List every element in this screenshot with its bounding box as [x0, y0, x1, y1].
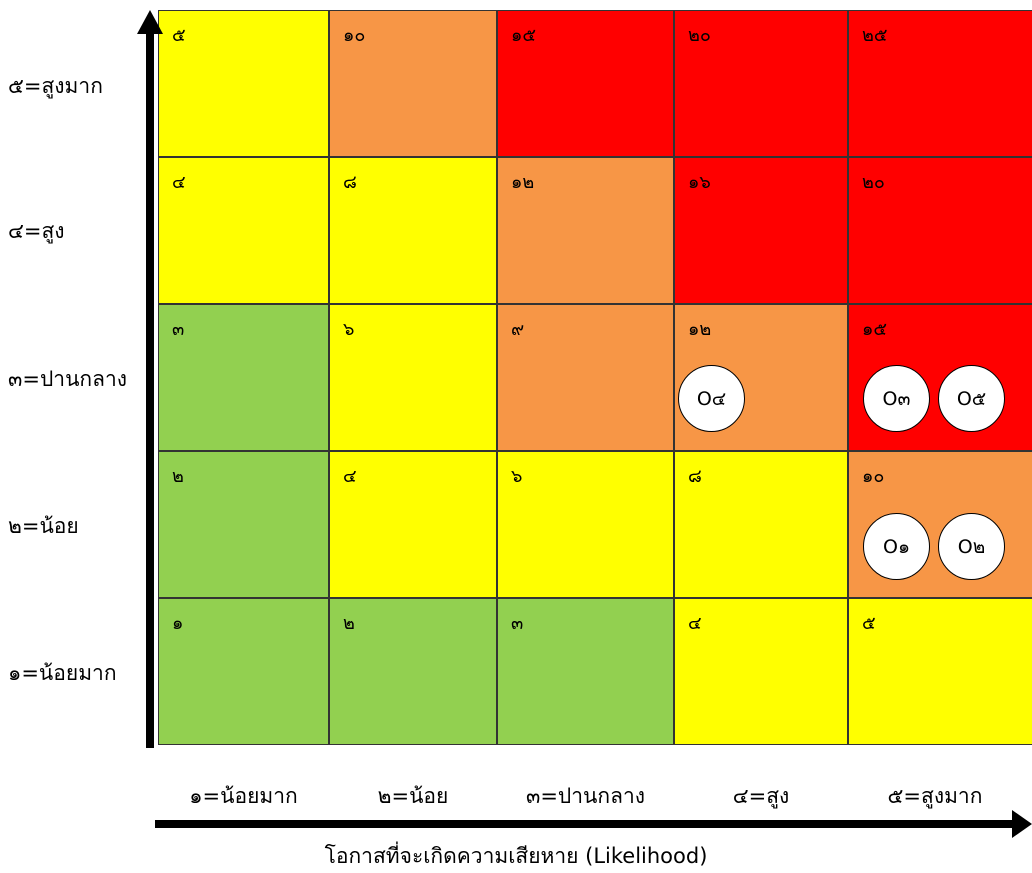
cell-score: ๑๐ [862, 466, 885, 487]
risk-cell: ๒ [329, 598, 497, 745]
risk-cell: ๘ [329, 157, 497, 304]
risk-cell: ๑๒ [497, 157, 674, 304]
risk-cell: ๔ [674, 598, 848, 745]
risk-cell: ๓ [497, 598, 674, 745]
x-label-3: ๓=ปานกลาง [525, 784, 646, 808]
risk-cell: ๖ [497, 451, 674, 598]
x-axis-line [155, 820, 1017, 828]
y-axis-line [146, 28, 154, 748]
cell-score: ๑๕ [511, 25, 537, 46]
risk-cell: ๑๕ [497, 10, 674, 157]
risk-grid: ๕๑๐ ๑๕ ๒๐ ๒๕๔๘๑๒ ๑๖ ๒๐๓๖๙๑๒ ๑๕๒๔๖๘๑๐๑๒๓๔๕ O๔ O๓ O… [158, 10, 1032, 745]
y-label-4: ๔=สูง [8, 219, 65, 243]
cell-score: ๔ [343, 466, 357, 487]
cell-score: ๕ [172, 25, 186, 46]
cell-score: ๖ [343, 319, 355, 340]
risk-cell: ๒๐ [848, 157, 1032, 304]
risk-cell: ๔ [329, 451, 497, 598]
cell-score: ๔ [172, 172, 186, 193]
risk-cell: ๔ [158, 157, 329, 304]
cell-score: ๒๕ [862, 25, 888, 46]
x-label-2: ๒=น้อย [377, 784, 449, 808]
cell-score: ๒ [343, 613, 355, 634]
risk-cell: ๓ [158, 304, 329, 451]
cell-score: ๑๐ [343, 25, 366, 46]
cell-score: ๖ [511, 466, 523, 487]
cell-score: ๙ [511, 319, 525, 340]
x-axis-arrow-icon [1012, 810, 1032, 838]
risk-cell: ๖ [329, 304, 497, 451]
cell-score: ๑๕ [862, 319, 888, 340]
cell-score: ๑ [172, 613, 184, 634]
cell-score: ๕ [862, 613, 876, 634]
y-axis-arrow-icon [137, 10, 163, 34]
risk-cell: ๙ [497, 304, 674, 451]
cell-score: ๘ [688, 466, 702, 487]
y-label-3: ๓=ปานกลาง [8, 367, 128, 391]
risk-cell: ๒๐ [674, 10, 848, 157]
risk-cell: ๑๐ [329, 10, 497, 157]
cell-score: ๓ [511, 613, 524, 634]
risk-marker: O๒ [938, 513, 1005, 580]
cell-score: ๓ [172, 319, 185, 340]
risk-marker: O๔ [678, 365, 745, 432]
y-label-2: ๒=น้อย [8, 514, 79, 538]
risk-cell: ๘ [674, 451, 848, 598]
risk-cell: ๕ [848, 598, 1032, 745]
cell-score: ๔ [688, 613, 702, 634]
risk-cell: ๒๕ [848, 10, 1032, 157]
cell-score: ๑๒ [511, 172, 535, 193]
cell-score: ๒๐ [688, 25, 711, 46]
x-axis-title: โอกาสที่จะเกิดความเสียหาย (Likelihood) [324, 844, 708, 868]
risk-cell: ๑ [158, 598, 329, 745]
risk-marker: O๓ [863, 365, 930, 432]
cell-score: ๑๒ [688, 319, 712, 340]
x-label-1: ๑=น้อยมาก [189, 784, 298, 808]
cell-score: ๘ [343, 172, 357, 193]
cell-score: ๑๖ [688, 172, 711, 193]
risk-cell: ๑๖ [674, 157, 848, 304]
y-label-1: ๑=น้อยมาก [8, 661, 117, 685]
x-label-4: ๔=สูง [732, 784, 790, 808]
cell-score: ๒๐ [862, 172, 885, 193]
cell-score: ๒ [172, 466, 184, 487]
x-label-5: ๕=สูงมาก [887, 784, 983, 808]
risk-cell: ๕ [158, 10, 329, 157]
y-label-5: ๕=สูงมาก [8, 74, 103, 98]
risk-cell: ๒ [158, 451, 329, 598]
risk-marker: O๕ [938, 365, 1005, 432]
risk-marker: O๑ [863, 513, 930, 580]
